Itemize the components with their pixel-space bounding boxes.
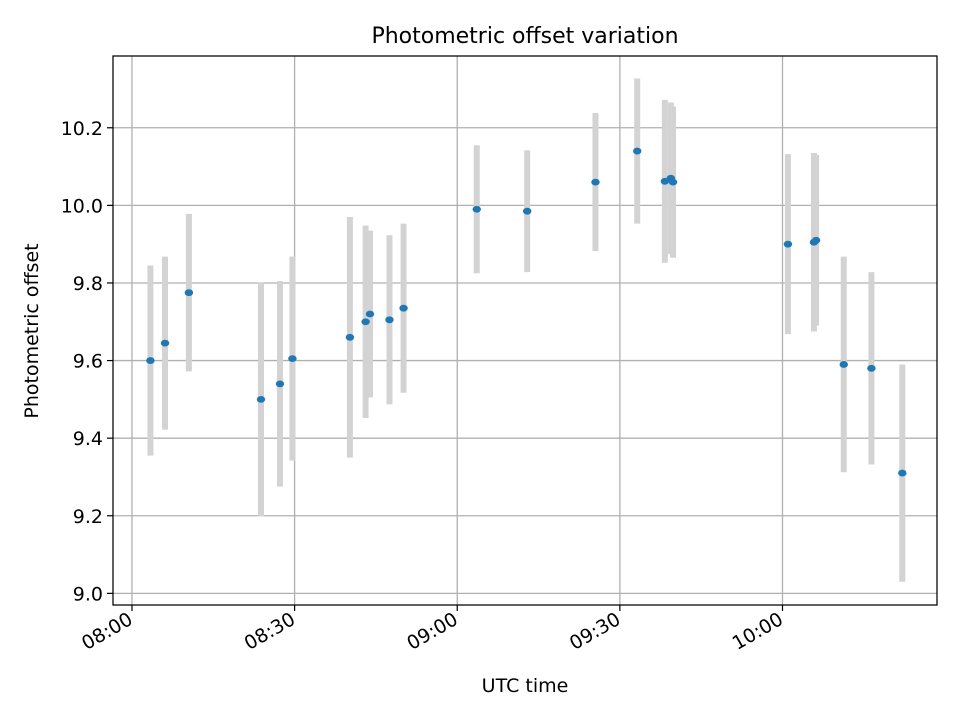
data-point bbox=[399, 304, 408, 312]
data-point bbox=[275, 380, 285, 388]
x-tick-label: 09:30 bbox=[566, 608, 624, 654]
y-tick-label: 9.4 bbox=[73, 428, 103, 450]
data-point bbox=[472, 205, 481, 213]
x-tick-label: 08:00 bbox=[78, 608, 136, 654]
data-point bbox=[184, 289, 194, 297]
data-point bbox=[668, 178, 678, 186]
y-tick-label: 9.6 bbox=[73, 351, 103, 373]
chart-title: Photometric offset variation bbox=[371, 24, 678, 49]
point-layer bbox=[146, 147, 907, 477]
x-axis-label: UTC time bbox=[482, 675, 569, 697]
data-point bbox=[256, 395, 266, 403]
data-point bbox=[385, 316, 394, 324]
data-point bbox=[361, 318, 370, 326]
data-point bbox=[365, 310, 375, 318]
x-tick-label: 09:00 bbox=[403, 608, 461, 654]
data-point bbox=[633, 147, 642, 155]
data-point bbox=[591, 178, 600, 186]
data-point bbox=[160, 339, 170, 347]
plot-frame bbox=[112, 55, 938, 606]
data-point bbox=[660, 177, 670, 185]
grid-layer bbox=[113, 56, 937, 605]
y-tick-label: 9.8 bbox=[73, 273, 103, 295]
data-point bbox=[811, 236, 821, 244]
errorbar-layer bbox=[147, 78, 906, 582]
data-point bbox=[522, 207, 532, 215]
tick-layer: 08:00 08:30 09:00 09:30 10:00 9.0 9.2 9.4 9.6 9.8… bbox=[61, 118, 787, 655]
y-tick-label: 10.0 bbox=[61, 195, 103, 217]
data-point bbox=[839, 361, 848, 368]
data-point bbox=[783, 240, 793, 248]
data-point bbox=[146, 357, 155, 364]
y-axis-label: Photometric offset bbox=[21, 243, 43, 418]
y-tick-label: 9.0 bbox=[73, 583, 103, 605]
data-point bbox=[898, 469, 907, 477]
x-tick-label: 08:30 bbox=[241, 608, 299, 654]
data-point bbox=[867, 364, 876, 372]
data-point bbox=[288, 355, 297, 363]
x-tick-label: 10:00 bbox=[729, 608, 787, 654]
y-tick-label: 10.2 bbox=[61, 118, 103, 140]
data-point bbox=[345, 333, 355, 341]
y-tick-label: 9.2 bbox=[73, 506, 103, 528]
